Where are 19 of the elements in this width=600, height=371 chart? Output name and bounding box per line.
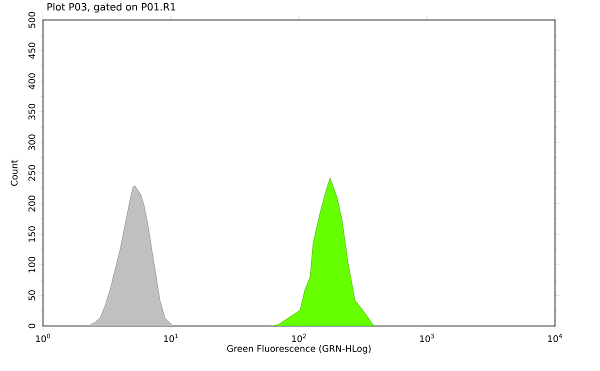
x-tick-label: 10$^{2}$ [292,334,306,342]
y-tick-label: 100 [28,256,36,272]
y-tick-label: 400 [28,73,36,90]
y-tick-label: 350 [28,104,36,120]
y-axis-title: Count [10,160,18,186]
y-tick-label: 500 [28,12,36,28]
x-tick-label: 10$^{1}$ [164,334,178,342]
y-tick-label: 150 [28,226,36,242]
y-tick-label: 250 [28,165,36,181]
x-axis-title: Green Fluorescence (GRN-HLog) [227,344,371,354]
chart-title: Plot P03, gated on P01.R1 [48,2,176,13]
y-tick-label: 0 [28,324,36,328]
y-tick-label: 200 [28,196,36,212]
x-tick-label: 10$^{4}$ [548,334,562,342]
y-tick-label: 300 [28,134,36,150]
x-tick-label: 10$^{3}$ [420,334,434,342]
y-tick-label: 50 [28,290,36,300]
x-tick-label: 10$^{0}$ [36,334,50,342]
y-tick-label: 450 [28,42,36,59]
